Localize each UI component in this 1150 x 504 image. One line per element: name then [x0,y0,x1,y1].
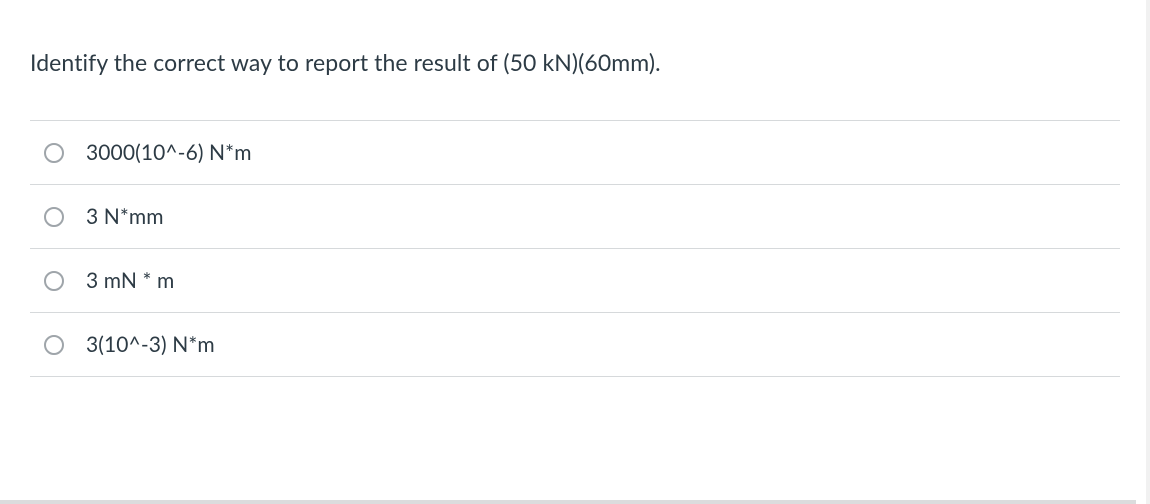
quiz-container: Identify the correct way to report the r… [0,0,1150,377]
question-text: Identify the correct way to report the r… [30,48,1120,76]
radio-button[interactable] [44,335,64,355]
radio-button[interactable] [44,143,64,163]
option-row[interactable]: 3 N*mm [30,185,1120,249]
radio-button[interactable] [44,207,64,227]
bottom-divider [0,500,1136,504]
option-label: 3000(10^-6) N*m [86,140,252,165]
option-label: 3(10^-3) N*m [86,332,215,357]
option-row[interactable]: 3000(10^-6) N*m [30,121,1120,185]
radio-button[interactable] [44,271,64,291]
scrollbar-track [1146,0,1150,504]
option-label: 3 mN * m [86,268,174,293]
option-row[interactable]: 3 mN * m [30,249,1120,313]
option-label: 3 N*mm [86,204,164,229]
options-list: 3000(10^-6) N*m 3 N*mm 3 mN * m 3(10^-3)… [30,120,1120,377]
option-row[interactable]: 3(10^-3) N*m [30,313,1120,377]
